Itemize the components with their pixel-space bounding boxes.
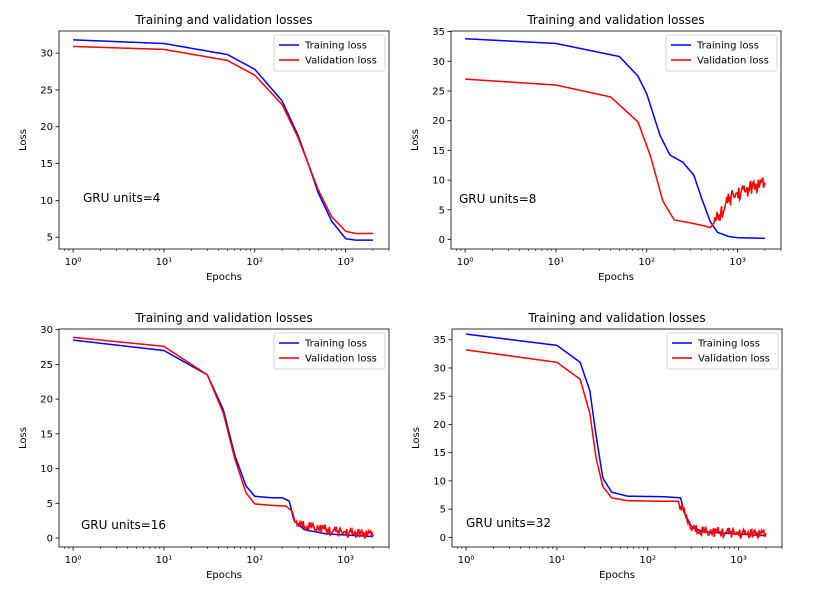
x-tick-label: 10⁰ xyxy=(65,257,82,268)
x-tick-label: 10³ xyxy=(730,555,747,566)
chart-panel-4: 10⁰ 10¹ 10² 10³ 0 5 10 15 20 25 30 35 Training and v… xyxy=(411,311,783,581)
y-axis-label: Loss xyxy=(18,129,29,151)
legend-box xyxy=(665,34,778,72)
y-axis-label: Loss xyxy=(411,427,422,449)
chart-panel-3: 10⁰ 10¹ 10² 10³ 0 5 10 15 20 25 30 Training and val… xyxy=(18,311,390,581)
y-tick-label: 35 xyxy=(432,27,445,38)
x-tick-label: 10³ xyxy=(337,555,354,566)
axes-frame xyxy=(58,30,390,250)
y-axis-label: Loss xyxy=(18,427,29,449)
legend-label: Training loss xyxy=(304,339,367,350)
x-tick-label: 10² xyxy=(638,257,655,268)
y-tick-label: 10 xyxy=(432,176,445,187)
x-tick-label: 10² xyxy=(246,555,263,566)
x-axis-label: Epochs xyxy=(206,570,242,581)
y-tick-label: 5 xyxy=(439,205,445,216)
legend: Training loss Validation loss xyxy=(273,332,386,370)
y-tick-label: 20 xyxy=(433,420,446,431)
series-line-training-loss xyxy=(73,39,373,241)
series-line-training-loss xyxy=(465,37,766,240)
y-tick-label: 0 xyxy=(47,533,53,544)
y-tick-label: 20 xyxy=(432,116,445,127)
legend-box xyxy=(666,332,779,370)
x-tick-label: 10² xyxy=(639,555,656,566)
chart-panel-1: 10⁰ 10¹ 10² 10³ 5 10 15 20 25 30 Training and vali… xyxy=(18,13,390,283)
legend-label: Training loss xyxy=(304,41,367,52)
gru-units-annotation: GRU units=8 xyxy=(459,192,536,206)
legend-label: Training loss xyxy=(696,41,759,52)
x-tick-label: 10¹ xyxy=(549,555,566,566)
legend-box xyxy=(273,34,386,72)
x-tick-label: 10¹ xyxy=(156,257,173,268)
y-tick-label: 30 xyxy=(432,57,445,68)
y-tick-label: 10 xyxy=(40,196,53,207)
series-line-validation-loss xyxy=(465,78,766,229)
chart-title: Training and validation losses xyxy=(134,311,312,325)
y-tick-label: 0 xyxy=(439,235,445,246)
y-tick-label: 30 xyxy=(40,49,53,60)
y-tick-label: 0 xyxy=(440,533,446,544)
chart-title: Training and validation losses xyxy=(134,13,312,27)
chart-title: Training and validation losses xyxy=(527,311,705,325)
legend-label: Validation loss xyxy=(698,354,770,365)
x-tick-label: 10⁰ xyxy=(457,257,474,268)
y-tick-label: 25 xyxy=(40,85,53,96)
gru-units-annotation: GRU units=32 xyxy=(466,516,551,530)
y-tick-label: 15 xyxy=(432,146,445,157)
chart-panel-2: 10⁰ 10¹ 10² 10³ 0 5 10 15 20 25 30 35 Training and v… xyxy=(410,13,782,283)
legend-label: Validation loss xyxy=(697,56,769,67)
y-tick-label: 30 xyxy=(40,325,53,336)
x-axis-label: Epochs xyxy=(206,272,242,283)
y-tick-label: 5 xyxy=(47,499,53,510)
y-tick-label: 15 xyxy=(40,429,53,440)
legend: Training loss Validation loss xyxy=(665,34,778,72)
legend-label: Training loss xyxy=(697,339,760,350)
axes-frame xyxy=(450,30,782,250)
legend: Training loss Validation loss xyxy=(666,332,779,370)
legend-box xyxy=(273,332,386,370)
x-tick-label: 10⁰ xyxy=(458,555,475,566)
y-tick-label: 35 xyxy=(433,335,446,346)
y-tick-label: 10 xyxy=(40,464,53,475)
y-tick-label: 25 xyxy=(432,86,445,97)
chart-title: Training and validation losses xyxy=(526,13,704,27)
x-tick-label: 10³ xyxy=(729,257,746,268)
y-tick-label: 20 xyxy=(40,395,53,406)
y-tick-label: 15 xyxy=(433,448,446,459)
y-tick-label: 5 xyxy=(440,505,446,516)
x-tick-label: 10¹ xyxy=(156,555,173,566)
legend-label: Validation loss xyxy=(305,354,377,365)
series-line-validation-loss xyxy=(72,336,374,539)
series-line-training-loss xyxy=(465,333,767,537)
axes-frame xyxy=(451,328,783,548)
y-tick-label: 25 xyxy=(40,360,53,371)
legend-label: Validation loss xyxy=(305,56,377,67)
series-line-validation-loss xyxy=(73,45,373,235)
y-tick-label: 20 xyxy=(40,122,53,133)
x-tick-label: 10¹ xyxy=(548,257,565,268)
x-tick-label: 10² xyxy=(246,257,263,268)
series-line-training-loss xyxy=(72,339,374,538)
x-tick-label: 10⁰ xyxy=(65,555,82,566)
x-tick-label: 10³ xyxy=(337,257,354,268)
gru-units-annotation: GRU units=4 xyxy=(83,191,160,205)
y-tick-label: 25 xyxy=(433,392,446,403)
y-tick-label: 30 xyxy=(433,363,446,374)
y-axis-label: Loss xyxy=(410,129,421,151)
legend: Training loss Validation loss xyxy=(273,34,386,72)
x-axis-label: Epochs xyxy=(598,272,634,283)
axes-frame xyxy=(58,328,390,548)
x-axis-label: Epochs xyxy=(599,570,635,581)
series-line-validation-loss xyxy=(465,349,767,540)
y-tick-label: 15 xyxy=(40,159,53,170)
gru-units-annotation: GRU units=16 xyxy=(81,518,166,532)
y-tick-label: 5 xyxy=(47,233,53,244)
y-tick-label: 10 xyxy=(433,476,446,487)
